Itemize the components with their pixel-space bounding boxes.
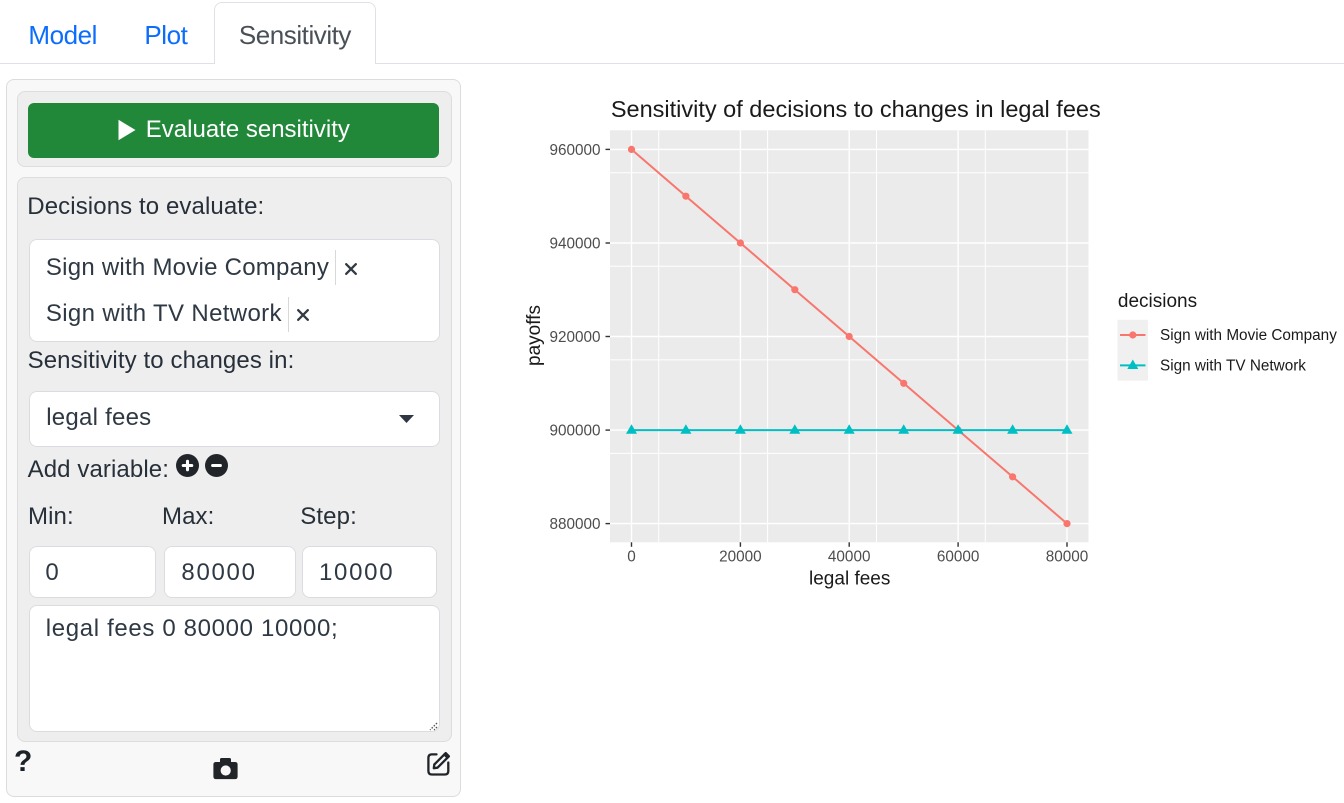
svg-text:payoffs: payoffs bbox=[524, 305, 545, 366]
svg-text:0: 0 bbox=[627, 549, 636, 566]
svg-text:940000: 940000 bbox=[549, 235, 600, 252]
svg-text:60000: 60000 bbox=[937, 549, 980, 566]
svg-text:20000: 20000 bbox=[719, 549, 762, 566]
svg-text:Sign with Movie Company: Sign with Movie Company bbox=[1160, 327, 1337, 344]
svg-text:decisions: decisions bbox=[1118, 291, 1197, 312]
svg-text:Sensitivity of decisions to ch: Sensitivity of decisions to changes in l… bbox=[611, 96, 1101, 122]
svg-text:Sign with TV Network: Sign with TV Network bbox=[1160, 358, 1306, 375]
svg-text:880000: 880000 bbox=[549, 516, 600, 533]
svg-text:960000: 960000 bbox=[549, 142, 600, 159]
svg-text:legal fees: legal fees bbox=[809, 568, 890, 589]
svg-text:40000: 40000 bbox=[828, 549, 871, 566]
svg-text:920000: 920000 bbox=[549, 329, 600, 346]
svg-text:900000: 900000 bbox=[549, 423, 600, 440]
svg-text:80000: 80000 bbox=[1046, 549, 1089, 566]
